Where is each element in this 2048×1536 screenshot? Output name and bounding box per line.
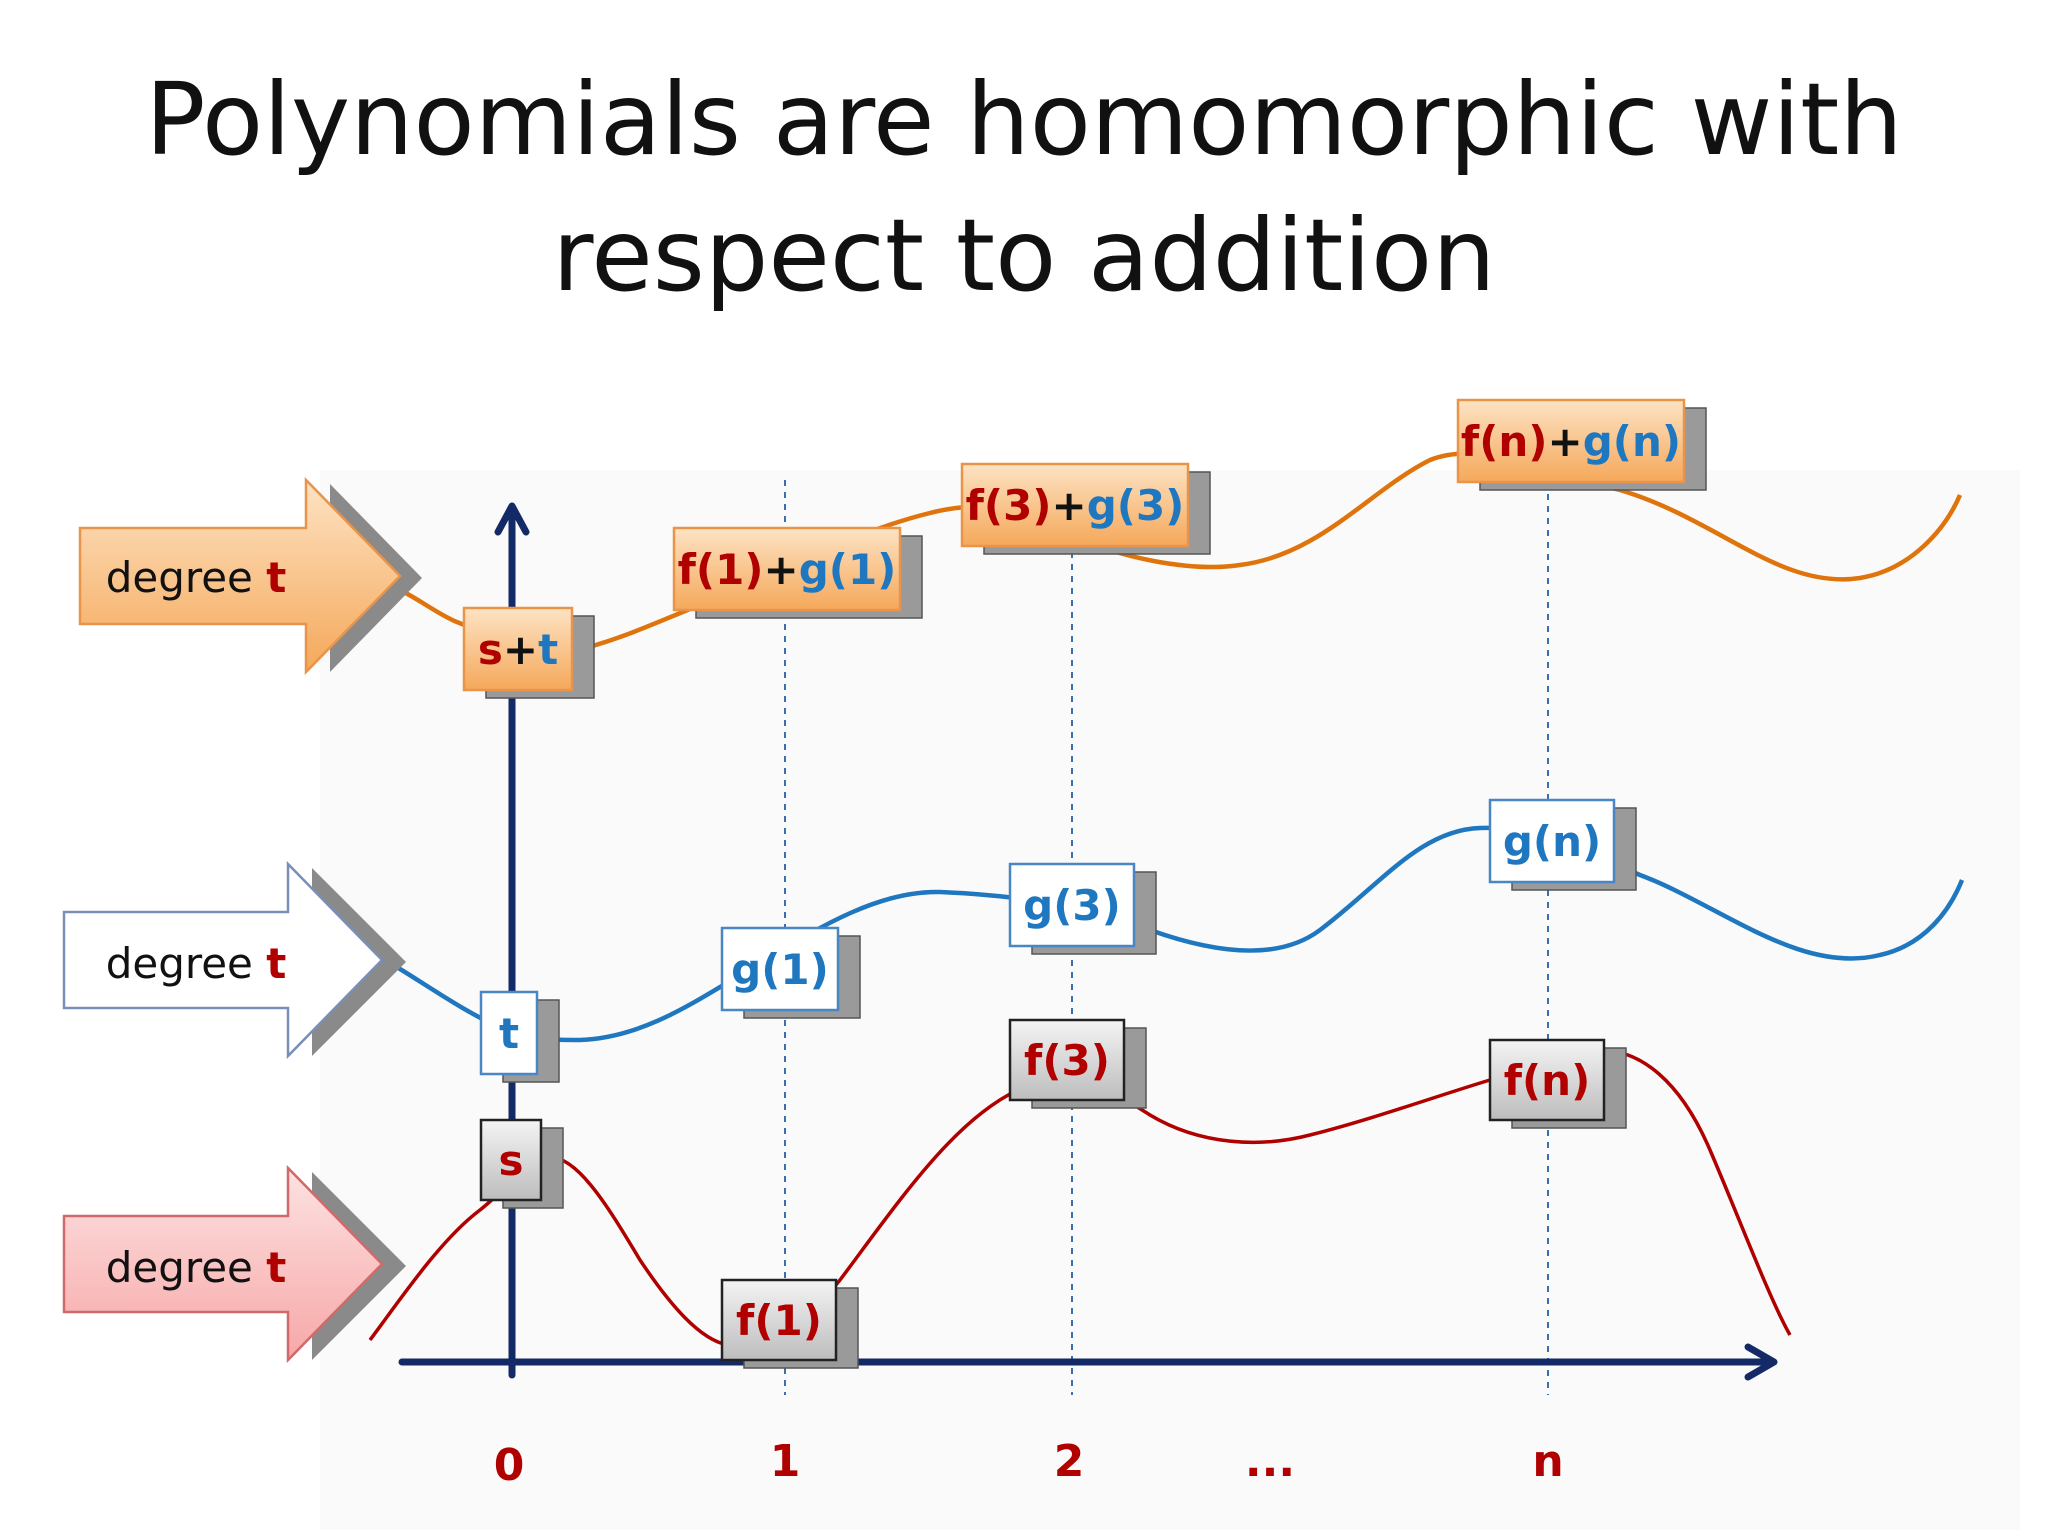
box-label: g(n) xyxy=(1503,817,1601,866)
x-tick-labels: 0 1 2 ... n xyxy=(494,1436,1564,1491)
box-label-part: + xyxy=(764,545,799,594)
box-label-part: t xyxy=(499,1009,519,1058)
box-face xyxy=(1488,1038,1606,1122)
value-boxes: s+tf(1)+g(1)f(3)+g(3)f(n)+g(n)tg(1)g(3)g… xyxy=(462,398,1707,1369)
arrow-label: degree xyxy=(106,1243,267,1292)
arrow-shape xyxy=(78,476,402,676)
box-face xyxy=(672,526,902,612)
arrow-label-emph: t xyxy=(266,939,286,988)
arrow-label: degree xyxy=(106,553,267,602)
box-face xyxy=(479,1118,543,1202)
box-label: s+t xyxy=(478,625,558,674)
box-label-part: t xyxy=(538,625,558,674)
value-box-g: t xyxy=(479,990,560,1083)
title-line-1: Polynomials are homomorphic with xyxy=(145,61,1903,178)
box-label: t xyxy=(499,1009,519,1058)
arrow-shape xyxy=(62,860,384,1060)
box-label: g(1) xyxy=(731,945,829,994)
value-box-f: f(n) xyxy=(1488,1038,1627,1129)
box-label: f(1)+g(1) xyxy=(678,545,897,594)
box-label: f(3)+g(3) xyxy=(966,481,1185,530)
arrow-shape xyxy=(62,1164,384,1364)
box-label-part: f(n) xyxy=(1504,1056,1591,1105)
box-label-part: g(n) xyxy=(1503,817,1601,866)
box-label-part: f(n) xyxy=(1461,417,1548,466)
box-label-part: f(1) xyxy=(736,1296,822,1345)
box-label-part: + xyxy=(503,625,538,674)
svg-text:degree t: degree t xyxy=(106,1243,287,1292)
arrow-label-emph: t xyxy=(266,553,286,602)
box-label-part: g(1) xyxy=(731,945,829,994)
title-line-2: respect to addition xyxy=(552,197,1496,314)
box-label: f(1) xyxy=(736,1296,822,1345)
tick-label-dots: ... xyxy=(1245,1436,1295,1487)
diagram-background xyxy=(320,470,2020,1530)
value-box-sum: f(3)+g(3) xyxy=(960,462,1211,555)
box-label-part: g(3) xyxy=(1087,481,1185,530)
box-label-part: + xyxy=(1052,481,1087,530)
box-face xyxy=(720,1278,838,1362)
box-label-part: g(n) xyxy=(1583,417,1681,466)
arrow-degree-g: degree t xyxy=(62,860,406,1060)
box-face xyxy=(462,606,574,692)
curve-g xyxy=(383,825,1965,1043)
arrow-degree-f: degree t xyxy=(62,1164,406,1364)
slide-title: Polynomials are homomorphic with respect… xyxy=(0,52,2048,324)
box-face xyxy=(1488,798,1616,884)
box-label-part: f(3) xyxy=(1024,1036,1110,1085)
box-label-part: g(1) xyxy=(799,545,897,594)
value-box-f: f(1) xyxy=(720,1278,859,1369)
y-axis-arrowhead xyxy=(494,502,530,536)
value-box-g: g(3) xyxy=(1008,862,1157,955)
tick-label-2: 2 xyxy=(1054,1436,1085,1487)
value-box-g: g(n) xyxy=(1488,798,1637,891)
box-label-part: f(3) xyxy=(966,481,1052,530)
x-axis-arrowhead xyxy=(1744,1343,1778,1381)
value-box-sum: f(1)+g(1) xyxy=(672,526,923,619)
value-box-sum: f(n)+g(n) xyxy=(1456,398,1707,491)
value-box-sum: s+t xyxy=(462,606,595,699)
tick-label-n: n xyxy=(1532,1436,1563,1487)
box-label-part: g(3) xyxy=(1023,881,1121,930)
arrow-label-emph: t xyxy=(266,1243,286,1292)
svg-text:degree t: degree t xyxy=(106,553,287,602)
box-label: g(3) xyxy=(1023,881,1121,930)
box-label: s xyxy=(499,1136,524,1185)
value-box-f: s xyxy=(479,1118,564,1209)
box-face xyxy=(1008,1018,1126,1102)
box-face xyxy=(720,926,840,1012)
tick-label-1: 1 xyxy=(770,1436,801,1487)
value-box-f: f(3) xyxy=(1008,1018,1147,1109)
box-face xyxy=(960,462,1190,548)
box-face xyxy=(1456,398,1686,484)
svg-text:degree t: degree t xyxy=(106,939,287,988)
arrow-degree-sum: degree t xyxy=(78,476,422,676)
arrow-label: degree xyxy=(106,939,267,988)
tick-label-0: 0 xyxy=(494,1440,525,1491)
box-label-part: s xyxy=(499,1136,524,1185)
value-box-g: g(1) xyxy=(720,926,861,1019)
box-label-part: + xyxy=(1548,417,1583,466)
box-face xyxy=(479,990,539,1076)
box-label: f(n)+g(n) xyxy=(1461,417,1681,466)
box-label-part: f(1) xyxy=(678,545,764,594)
box-label: f(3) xyxy=(1024,1036,1110,1085)
box-label: f(n) xyxy=(1504,1056,1591,1105)
box-face xyxy=(1008,862,1136,948)
box-label-part: s xyxy=(478,625,503,674)
